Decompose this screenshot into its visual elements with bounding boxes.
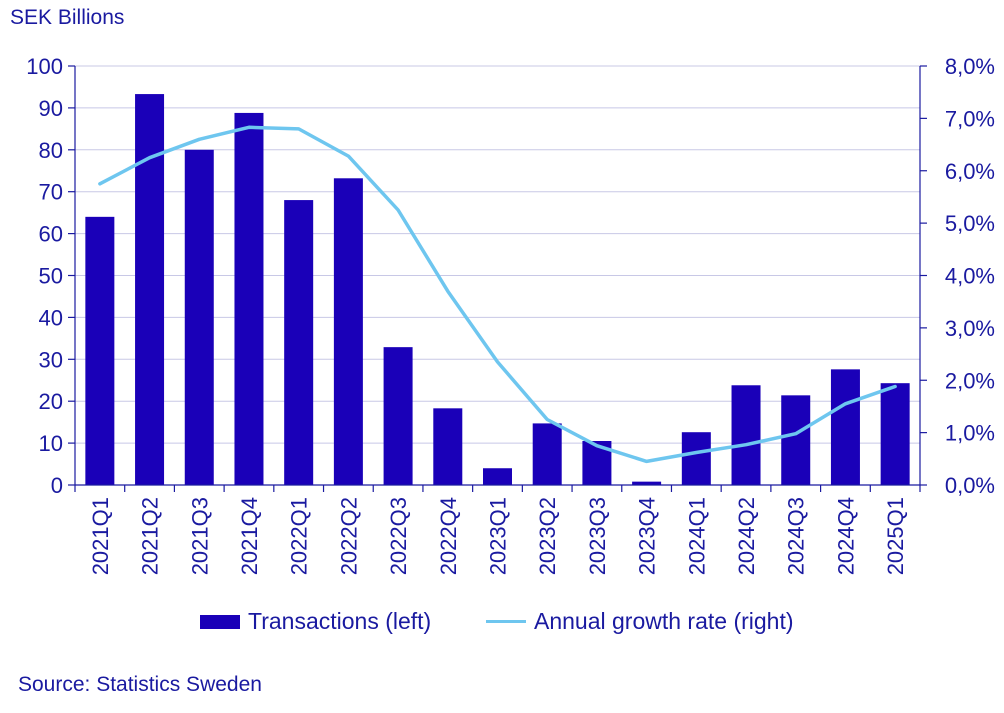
x-category-label-2022Q3: 2022Q3 [386, 497, 411, 575]
legend-item-growth: Annual growth rate (right) [486, 608, 794, 635]
bar-2024Q4 [830, 369, 860, 485]
source-note: Source: Statistics Sweden [18, 673, 262, 696]
left-tick-label: 50 [39, 264, 63, 289]
x-category-label-2022Q1: 2022Q1 [287, 497, 312, 575]
bar-2022Q4 [433, 408, 463, 485]
x-category-label-2021Q3: 2021Q3 [187, 497, 212, 575]
right-tick-label: 5,0% [945, 211, 995, 236]
growth-line-series [98, 125, 897, 464]
left-tick-label: 100 [26, 54, 63, 79]
x-category-label-2021Q2: 2021Q2 [138, 497, 163, 575]
legend-line-swatch [486, 620, 526, 623]
grid-lines [75, 65, 920, 444]
left-tick-label: 0 [51, 473, 63, 498]
right-tick-label: 3,0% [945, 316, 995, 341]
x-category-label-2023Q1: 2023Q1 [486, 497, 511, 575]
bars-series [85, 94, 910, 486]
x-category-label-2024Q2: 2024Q2 [734, 497, 759, 575]
bar-2023Q1 [483, 468, 512, 485]
bar-2021Q1 [85, 216, 115, 485]
bar-2023Q2 [532, 423, 562, 485]
right-tick-label: 0,0% [945, 473, 995, 498]
x-category-label-2024Q4: 2024Q4 [833, 497, 858, 575]
bar-2022Q1 [284, 200, 314, 485]
right-tick-label: 2,0% [945, 368, 995, 393]
chart-canvas: 0 10 20 30 40 50 60 70 80 90 100 0,0% 1,0% 2,0% 3,0% 4,… [26, 54, 995, 575]
left-tick-label: 30 [39, 347, 63, 372]
right-tick-label: 7,0% [945, 106, 995, 131]
bar-2024Q3 [781, 395, 811, 485]
x-category-label-2022Q2: 2022Q2 [336, 497, 361, 575]
legend-label-transactions: Transactions (left) [248, 608, 432, 634]
tick-labels: 0 10 20 30 40 50 60 70 80 90 100 0,0% 1,0% 2,0% 3,0% 4,… [26, 54, 995, 575]
bar-2022Q2 [333, 178, 363, 486]
x-category-label-2021Q1: 2021Q1 [88, 497, 113, 575]
left-tick-label: 70 [39, 180, 63, 205]
left-tick-label: 80 [39, 138, 63, 163]
left-tick-label: 40 [39, 305, 63, 330]
bar-2025Q1 [880, 383, 910, 485]
x-category-label-2022Q4: 2022Q4 [436, 497, 461, 575]
x-category-label-2025Q1: 2025Q1 [883, 497, 908, 575]
right-tick-label: 8,0% [945, 54, 995, 79]
growth-rate-line [98, 125, 897, 464]
x-category-label-2024Q3: 2024Q3 [784, 497, 809, 575]
bar-2024Q2 [731, 385, 761, 485]
right-tick-label: 1,0% [945, 421, 995, 446]
x-category-label-2023Q2: 2023Q2 [535, 497, 560, 575]
x-category-label-2024Q1: 2024Q1 [684, 497, 709, 575]
x-category-label-2023Q3: 2023Q3 [585, 497, 610, 575]
legend-bar-swatch [200, 614, 240, 629]
left-tick-label: 20 [39, 389, 63, 414]
bar-2024Q1 [681, 432, 711, 485]
legend: Transactions (left) Annual growth rate (… [0, 608, 1004, 642]
bar-2021Q3 [184, 149, 214, 486]
x-category-label-2021Q4: 2021Q4 [237, 497, 262, 575]
left-axis-title: SEK Billions [10, 6, 125, 29]
left-tick-label: 60 [39, 222, 63, 247]
right-tick-label: 4,0% [945, 264, 995, 289]
left-tick-label: 90 [39, 96, 63, 121]
right-tick-label: 6,0% [945, 159, 995, 184]
bar-2023Q4 [632, 481, 662, 485]
left-tick-label: 10 [39, 431, 63, 456]
axes [68, 65, 927, 492]
bar-2021Q4 [234, 112, 264, 485]
bar-2022Q3 [383, 347, 413, 485]
x-category-label-2023Q4: 2023Q4 [635, 497, 660, 575]
legend-label-growth: Annual growth rate (right) [534, 608, 794, 634]
legend-item-transactions: Transactions (left) [200, 608, 431, 635]
